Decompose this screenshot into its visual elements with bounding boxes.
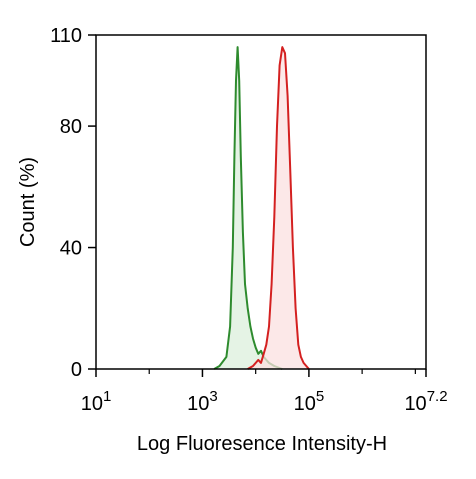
y-tick-label: 110 bbox=[50, 25, 82, 47]
x-tick-label: 105 bbox=[294, 388, 325, 415]
y-axis-label: Count (%) bbox=[17, 157, 39, 247]
y-tick-label: 0 bbox=[71, 359, 82, 381]
x-tick-label: 101 bbox=[81, 388, 112, 415]
series-2-line bbox=[247, 46, 310, 370]
series-2-area bbox=[247, 47, 309, 369]
y-tick-label: 40 bbox=[60, 238, 82, 260]
series-layer bbox=[213, 46, 310, 370]
ticks-layer: 0 40 80 110 101 103 105 107.2 bbox=[50, 25, 447, 415]
x-tick-label: 103 bbox=[187, 388, 218, 415]
y-tick-label: 80 bbox=[60, 116, 82, 138]
x-tick-label: 107.2 bbox=[404, 388, 447, 415]
plot-frame bbox=[95, 34, 427, 370]
x-axis-label: Log Fluoresence Intensity-H bbox=[137, 433, 387, 455]
